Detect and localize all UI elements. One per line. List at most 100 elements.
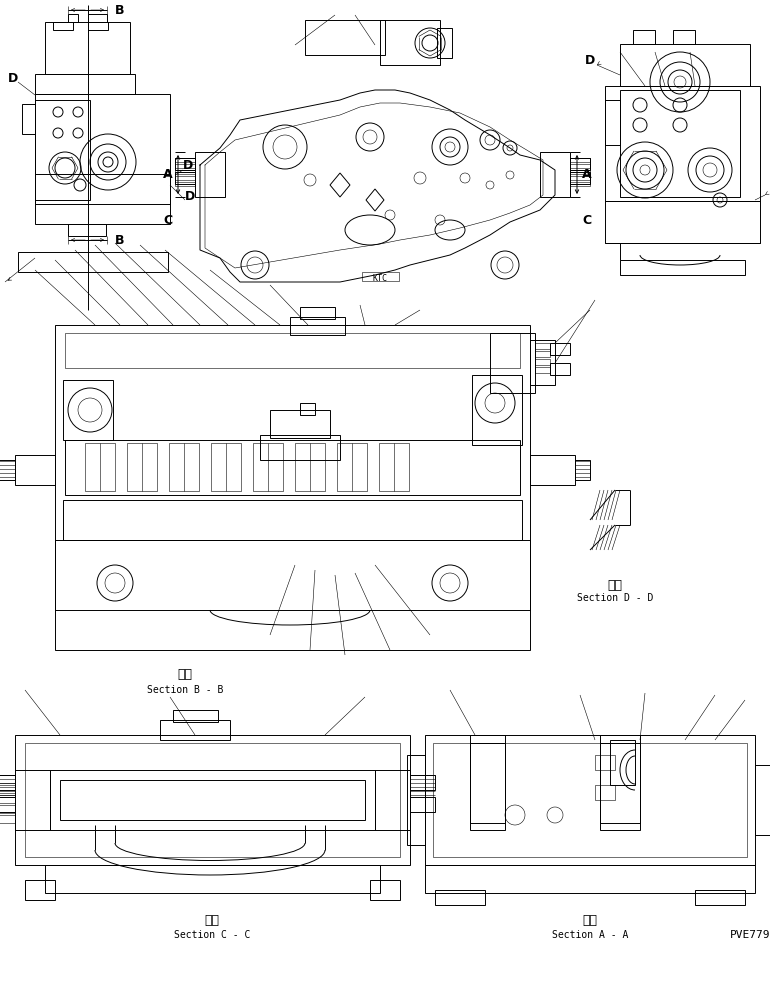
Bar xyxy=(55,540,530,610)
Bar xyxy=(437,28,452,58)
Text: 断面: 断面 xyxy=(582,913,598,926)
Bar xyxy=(0,785,15,793)
Bar xyxy=(535,343,550,349)
Text: Section B - B: Section B - B xyxy=(147,685,223,695)
Bar xyxy=(410,775,435,790)
Bar xyxy=(169,443,199,491)
Bar xyxy=(620,260,745,275)
Bar xyxy=(88,14,107,22)
Bar xyxy=(570,164,590,168)
Bar xyxy=(175,158,195,170)
Bar xyxy=(25,743,400,857)
Bar xyxy=(550,363,570,375)
Bar xyxy=(535,351,550,357)
Text: D: D xyxy=(8,72,18,85)
Bar xyxy=(570,158,590,162)
Bar xyxy=(610,740,635,785)
Text: A: A xyxy=(582,167,592,180)
Bar xyxy=(25,880,55,900)
Bar xyxy=(160,720,230,740)
Bar xyxy=(35,74,135,94)
Bar xyxy=(490,333,535,393)
Bar xyxy=(35,100,90,200)
Bar xyxy=(472,375,522,445)
Bar xyxy=(300,403,315,415)
Bar xyxy=(695,890,745,905)
Bar xyxy=(570,158,590,170)
Bar xyxy=(407,755,425,845)
Bar xyxy=(605,86,760,201)
Bar xyxy=(600,743,640,823)
Text: 断面: 断面 xyxy=(178,668,192,681)
Text: C: C xyxy=(582,213,591,226)
Text: KTC: KTC xyxy=(373,274,387,283)
Bar xyxy=(68,14,78,22)
Bar xyxy=(173,710,218,722)
Bar xyxy=(15,770,50,830)
Text: Section D - D: Section D - D xyxy=(577,593,653,603)
Text: Section C - C: Section C - C xyxy=(174,930,250,940)
Bar xyxy=(530,455,575,485)
Bar xyxy=(175,164,195,168)
Bar xyxy=(575,460,590,480)
Bar xyxy=(295,443,325,491)
Bar xyxy=(570,182,590,186)
Bar xyxy=(410,797,435,812)
Text: D: D xyxy=(183,158,193,171)
Bar xyxy=(470,735,505,830)
Bar xyxy=(600,735,640,830)
Bar xyxy=(290,317,345,335)
Text: PVE7797: PVE7797 xyxy=(730,930,770,940)
Bar xyxy=(65,440,520,495)
Bar xyxy=(45,865,380,893)
Bar xyxy=(535,367,550,373)
Bar xyxy=(260,435,340,460)
Bar xyxy=(0,815,15,823)
Bar xyxy=(0,775,15,790)
Text: D: D xyxy=(585,54,595,67)
Bar xyxy=(540,152,570,197)
Bar xyxy=(15,455,55,485)
Bar xyxy=(45,22,130,74)
Bar xyxy=(195,152,225,197)
Bar xyxy=(53,22,73,30)
Bar xyxy=(379,443,409,491)
Bar xyxy=(425,865,755,893)
Bar xyxy=(620,44,750,86)
Bar xyxy=(15,735,410,865)
Bar xyxy=(433,743,747,857)
Bar xyxy=(380,20,440,65)
Bar xyxy=(60,780,365,820)
Text: B: B xyxy=(116,4,125,17)
Bar xyxy=(175,170,195,174)
Bar xyxy=(88,22,108,30)
Text: 断面: 断面 xyxy=(205,913,219,926)
Bar xyxy=(22,104,35,134)
Bar xyxy=(55,325,530,650)
Bar xyxy=(550,343,570,355)
Bar xyxy=(65,333,520,368)
Bar xyxy=(211,443,241,491)
Bar xyxy=(18,252,168,272)
Bar xyxy=(535,359,550,365)
Bar xyxy=(0,797,15,812)
Bar xyxy=(63,500,522,540)
Bar xyxy=(370,880,400,900)
Bar xyxy=(35,94,170,204)
Bar xyxy=(337,443,367,491)
Text: B: B xyxy=(116,233,125,246)
Bar xyxy=(0,775,15,783)
Bar xyxy=(570,176,590,180)
Bar xyxy=(605,100,620,145)
Text: A: A xyxy=(163,167,172,180)
Bar xyxy=(0,805,15,813)
Bar xyxy=(175,176,195,180)
Bar xyxy=(362,272,399,281)
Bar xyxy=(175,172,195,184)
Bar xyxy=(300,307,335,319)
Bar xyxy=(755,765,770,835)
Bar xyxy=(435,890,485,905)
Bar xyxy=(425,735,755,865)
Bar xyxy=(175,158,195,162)
Bar xyxy=(605,201,760,243)
